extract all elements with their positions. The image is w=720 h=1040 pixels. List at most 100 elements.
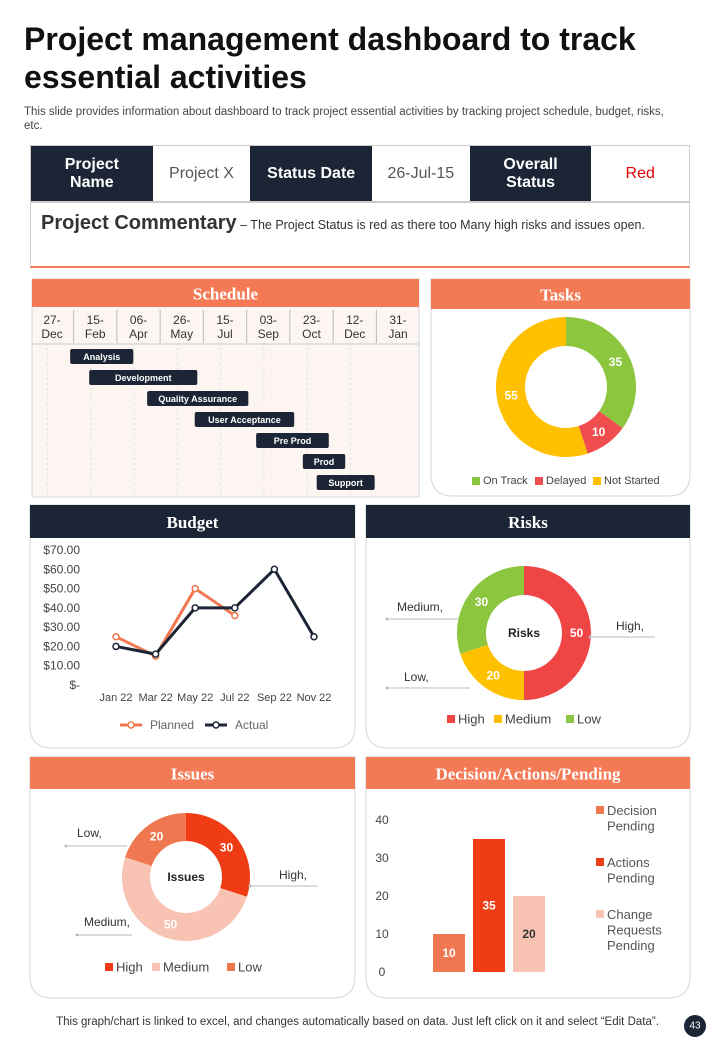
- x-tick-label: 15-Jul: [216, 313, 233, 341]
- value-label: 35: [482, 899, 496, 913]
- x-tick-label: 06-Apr: [129, 313, 148, 341]
- center-label: Issues: [167, 870, 205, 884]
- panel-body: [365, 504, 691, 749]
- legend-swatch: [596, 910, 604, 918]
- y-tick-label: 30: [375, 851, 389, 865]
- panel-header: [366, 757, 690, 789]
- commentary-heading: Project Commentary: [41, 212, 237, 234]
- panel-title: Issues: [171, 765, 215, 784]
- outer-label: Low,: [77, 826, 102, 840]
- value-label: 50: [164, 918, 178, 932]
- x-tick-label: 03-Sep: [258, 313, 280, 341]
- legend-swatch: [566, 715, 574, 723]
- value-label: 35: [609, 355, 623, 369]
- x-tick-label: 27-Dec: [41, 313, 62, 341]
- status-table: Project Name Project X Status Date 26-Ju…: [30, 145, 690, 202]
- x-tick-label: Jul 22: [220, 692, 249, 704]
- series-marker: [310, 633, 318, 641]
- y-tick-label: $40.00: [43, 601, 80, 615]
- x-tick-label: 31-Jan: [388, 313, 407, 341]
- legend-marker: [127, 721, 135, 729]
- panel-title: Budget: [167, 513, 219, 532]
- task-label: Development: [115, 373, 172, 383]
- y-tick-label: 20: [375, 889, 389, 903]
- panel-header: [431, 279, 690, 309]
- value-label: 30: [220, 841, 234, 855]
- legend-swatch: [596, 858, 604, 866]
- task-bar: [194, 412, 295, 427]
- series-marker: [191, 604, 199, 612]
- task-label: User Acceptance: [208, 415, 281, 425]
- legend-swatch: [596, 806, 604, 814]
- commentary: Project Commentary – The Project Status …: [30, 202, 690, 268]
- panel-header: [30, 757, 355, 789]
- panel-body: [430, 278, 691, 497]
- legend-label: High: [116, 960, 143, 975]
- status-label: Project Name: [31, 146, 153, 201]
- series-marker: [151, 650, 160, 658]
- legend-swatch: [593, 477, 601, 485]
- task-bar: [89, 370, 198, 385]
- legend-label: Actual: [235, 718, 268, 732]
- outer-label: Medium,: [397, 600, 443, 614]
- legend-swatch: [494, 715, 502, 723]
- panel-title: Schedule: [193, 285, 259, 304]
- panel-header: [30, 505, 355, 538]
- legend-label: Medium: [163, 960, 209, 975]
- leader-dot: [588, 635, 592, 639]
- panel-title: Decision/Actions/Pending: [435, 765, 621, 784]
- task-label: Quality Assurance: [158, 394, 237, 404]
- page-number: 43: [689, 1021, 701, 1032]
- value-label: 55: [505, 389, 519, 403]
- leader-dot: [385, 686, 389, 690]
- legend-swatch: [105, 963, 113, 971]
- outer-label: High,: [279, 868, 307, 882]
- legend-label: Medium: [505, 712, 551, 727]
- value-label: 20: [522, 927, 536, 941]
- y-tick-label: $60.00: [43, 562, 80, 576]
- y-tick-label: 0: [379, 965, 386, 979]
- donut-segment: [524, 566, 591, 700]
- y-tick-label: $10.00: [43, 659, 80, 673]
- donut-segment: [566, 317, 636, 429]
- donut-segment: [125, 813, 186, 866]
- legend-swatch: [472, 477, 480, 485]
- task-label: Support: [328, 478, 363, 488]
- y-tick-label: $-: [69, 678, 80, 692]
- legend-label: On Track: [483, 475, 528, 487]
- x-tick-label: 23-Oct: [302, 313, 321, 341]
- panel-body: [31, 278, 420, 498]
- donut-segment: [460, 644, 524, 700]
- legend-swatch: [535, 477, 543, 485]
- legend-label: Low: [238, 960, 262, 975]
- task-bar: [256, 433, 329, 448]
- y-tick-label: 40: [375, 813, 389, 827]
- legend-label: Planned: [150, 718, 194, 732]
- leader-dot: [75, 933, 79, 937]
- outer-label: Medium,: [84, 915, 130, 929]
- series-line: [115, 587, 236, 658]
- series-marker: [231, 604, 239, 612]
- y-tick-label: 10: [375, 927, 389, 941]
- legend-label: Change Requests Pending: [607, 907, 666, 953]
- panel-header: [32, 279, 419, 307]
- x-tick-label: May 22: [177, 692, 213, 704]
- x-tick-label: Mar 22: [138, 692, 172, 704]
- value-label: 30: [475, 595, 489, 609]
- series-marker: [191, 584, 199, 593]
- value-label: 20: [486, 668, 500, 682]
- legend-swatch: [227, 963, 235, 971]
- center-label: Risks: [508, 626, 540, 640]
- donut-segment: [122, 857, 247, 941]
- y-tick-label: $20.00: [43, 639, 80, 653]
- commentary-text: – The Project Status is red as there too…: [240, 218, 645, 232]
- legend-label: Not Started: [604, 475, 660, 487]
- value-label: 10: [592, 425, 606, 439]
- legend-label: Delayed: [546, 475, 586, 487]
- value-label: 50: [570, 626, 584, 640]
- donut-segment: [495, 317, 588, 458]
- y-tick-label: $70.00: [43, 543, 80, 557]
- donut-segment: [456, 566, 524, 654]
